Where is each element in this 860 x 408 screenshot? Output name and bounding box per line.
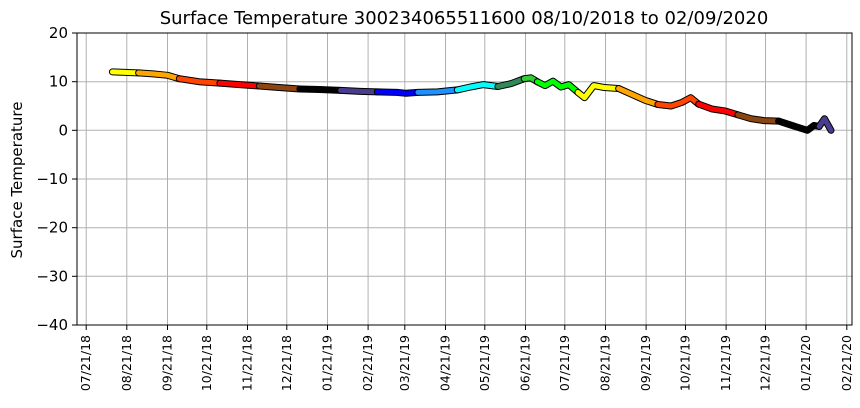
x-tick-label: 09/21/19 xyxy=(638,335,653,391)
series-line xyxy=(454,82,501,93)
series-line xyxy=(696,101,741,118)
series-line xyxy=(495,76,527,89)
series-line xyxy=(655,95,702,109)
x-tick-label: 05/21/19 xyxy=(477,335,492,391)
x-tick-label: 08/21/19 xyxy=(598,335,613,391)
series-line xyxy=(534,78,581,95)
x-tick-label: 06/21/19 xyxy=(518,335,533,391)
series-line xyxy=(109,69,142,76)
x-tick-label: 01/21/20 xyxy=(798,335,813,391)
data-series xyxy=(108,68,835,134)
y-tick-label: −40 xyxy=(36,316,68,334)
axis-ticks: −40 −30 −20 −10 0 10 20 07/21/18 08/21/18 09/21/1… xyxy=(36,24,853,391)
series-line xyxy=(297,86,344,93)
x-tick-label: 10/21/18 xyxy=(199,335,214,391)
series-line xyxy=(136,70,182,82)
x-tick-label: 11/21/19 xyxy=(718,335,733,391)
series-line xyxy=(776,118,822,133)
series-line xyxy=(415,87,460,95)
x-tick-label: 09/21/18 xyxy=(160,335,175,391)
series-line xyxy=(338,87,380,95)
x-tick-label: 04/21/19 xyxy=(438,335,453,391)
series-line xyxy=(256,83,303,92)
x-tick-label: 11/21/18 xyxy=(240,335,255,391)
chart-title: Surface Temperature 300234065511600 08/1… xyxy=(160,8,769,29)
y-tick-label: −10 xyxy=(36,170,68,188)
series-line xyxy=(217,80,262,89)
series-line xyxy=(374,89,421,96)
x-tick-label: 10/21/19 xyxy=(678,335,693,391)
series-line xyxy=(616,86,661,107)
x-tick-label: 02/21/19 xyxy=(360,335,375,391)
x-tick-label: 01/21/19 xyxy=(320,335,335,391)
series-line xyxy=(575,83,622,101)
y-tick-label: −30 xyxy=(36,267,68,285)
series-line xyxy=(735,112,782,124)
y-tick-label: 20 xyxy=(49,24,68,42)
x-tick-label: 07/21/19 xyxy=(557,335,572,391)
series-line xyxy=(816,116,834,133)
x-tick-label: 03/21/19 xyxy=(397,335,412,391)
x-tick-label: 08/21/18 xyxy=(119,335,134,391)
x-tick-label: 12/21/18 xyxy=(279,335,294,391)
y-tick-label: 0 xyxy=(58,121,68,139)
y-tick-label: 10 xyxy=(49,73,68,91)
x-tick-label: 12/21/19 xyxy=(758,335,773,391)
y-axis-label: Surface Temperature xyxy=(8,102,26,259)
series-line xyxy=(176,76,223,86)
y-tick-label: −20 xyxy=(36,219,68,237)
x-tick-label: 07/21/18 xyxy=(78,335,93,391)
grid-lines xyxy=(77,32,852,326)
x-tick-label: 02/21/20 xyxy=(839,335,854,391)
